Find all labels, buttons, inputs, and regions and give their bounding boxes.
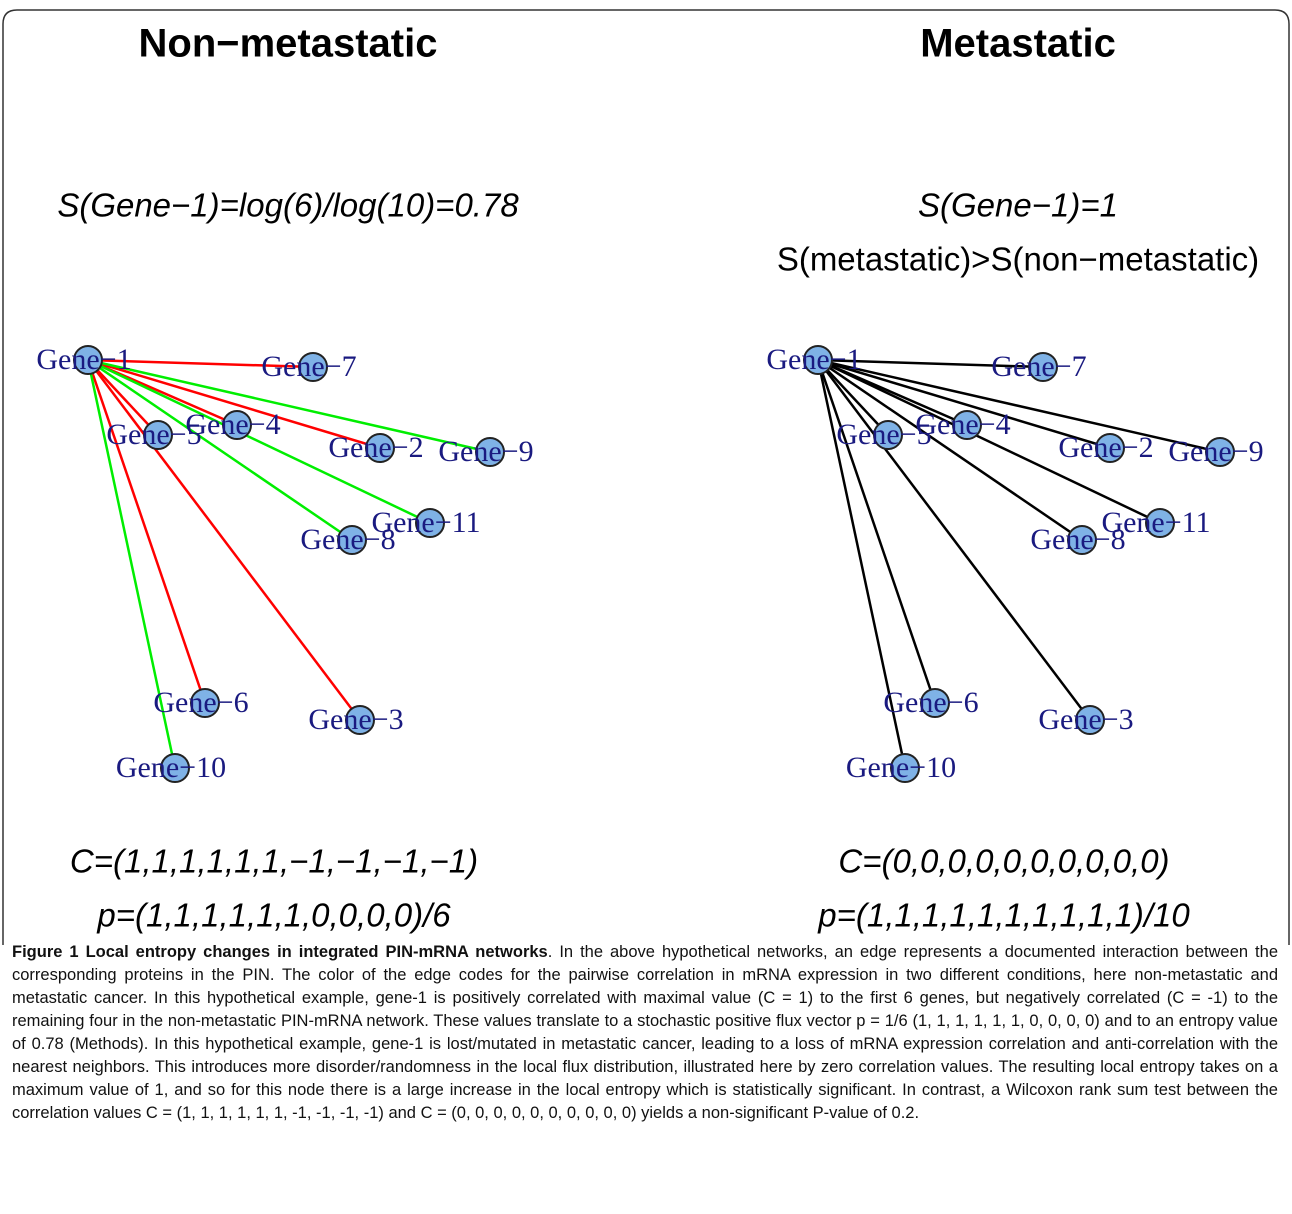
- caption: Figure 1 Local entropy changes in integr…: [12, 941, 1278, 1125]
- edge: [87, 358, 381, 450]
- p-vector: p=(1,1,1,1,1,1,0,0,0,0)/6: [96, 897, 451, 934]
- edge: [817, 358, 1044, 369]
- node-label: Gene−3: [308, 703, 403, 736]
- p-vector: p=(1,1,1,1,1,1,1,1,1,1)/10: [817, 897, 1190, 934]
- edge: [87, 359, 361, 721]
- node-label: Gene−2: [328, 431, 423, 464]
- node-label: Gene−9: [1168, 435, 1263, 468]
- edge: [87, 358, 353, 542]
- node: [803, 345, 833, 375]
- node: [1095, 433, 1125, 463]
- node-label: Gene−11: [1101, 506, 1210, 539]
- c-vector: C=(0,0,0,0,0,0,0,0,0,0): [838, 843, 1169, 880]
- entropy-formula: S(Gene−1)=1: [918, 187, 1118, 224]
- edge: [86, 359, 177, 769]
- edge: [817, 358, 1161, 525]
- node-label: Gene−1: [766, 343, 861, 376]
- node: [73, 345, 103, 375]
- node-label: Gene−8: [300, 523, 395, 556]
- node: [1028, 352, 1058, 382]
- edge: [817, 359, 889, 436]
- caption-text: . In the above hypothetical networks, an…: [12, 943, 1278, 1122]
- node-label: Gene−5: [836, 418, 931, 451]
- node: [1075, 705, 1105, 735]
- edge: [87, 359, 159, 436]
- edge: [87, 358, 491, 454]
- edge: [817, 358, 1221, 454]
- node: [222, 410, 252, 440]
- node-label: Gene−9: [438, 435, 533, 468]
- node: [298, 352, 328, 382]
- node-label: Gene−6: [153, 686, 248, 719]
- edge: [817, 358, 1083, 542]
- node: [920, 688, 950, 718]
- figure-frame: [2, 9, 1290, 945]
- edge: [87, 358, 314, 369]
- node: [873, 420, 903, 450]
- node: [1145, 508, 1175, 538]
- node-label: Gene−3: [1038, 703, 1133, 736]
- node-label: Gene−1: [36, 343, 131, 376]
- node: [365, 433, 395, 463]
- networks: Gene−1Gene−2Gene−3Gene−4Gene−5Gene−6Gene…: [36, 343, 1263, 784]
- node-label: Gene−2: [1058, 431, 1153, 464]
- node: [143, 420, 173, 450]
- node: [1067, 525, 1097, 555]
- edge: [816, 359, 907, 769]
- panel-title: Metastatic: [920, 22, 1116, 66]
- c-vector: C=(1,1,1,1,1,1,−1,−1,−1,−1): [70, 843, 478, 880]
- edge: [87, 358, 431, 525]
- panel-title: Non−metastatic: [139, 22, 438, 66]
- node: [337, 525, 367, 555]
- node: [190, 688, 220, 718]
- node-label: Gene−7: [261, 350, 356, 383]
- node-label: Gene−8: [1030, 523, 1125, 556]
- node-label: Gene−11: [371, 506, 480, 539]
- edge: [817, 358, 1111, 450]
- node-label: Gene−4: [915, 408, 1010, 441]
- entropy-comparison: S(metastatic)>S(non−metastatic): [777, 241, 1259, 278]
- node-label: Gene−6: [883, 686, 978, 719]
- node: [952, 410, 982, 440]
- edge: [816, 359, 937, 704]
- node: [415, 508, 445, 538]
- node-label: Gene−7: [991, 350, 1086, 383]
- figure: Non−metastatic Metastatic S(Gene−1)=log(…: [2, 9, 1290, 945]
- node-label: Gene−4: [185, 408, 280, 441]
- caption-label: Figure 1 Local entropy changes in integr…: [12, 943, 548, 961]
- edge: [86, 359, 207, 704]
- node: [475, 437, 505, 467]
- edge: [817, 359, 1091, 721]
- node: [1205, 437, 1235, 467]
- node-label: Gene−10: [116, 751, 226, 784]
- node-label: Gene−5: [106, 418, 201, 451]
- node: [890, 753, 920, 783]
- node: [160, 753, 190, 783]
- node: [345, 705, 375, 735]
- node-label: Gene−10: [846, 751, 956, 784]
- entropy-formula: S(Gene−1)=log(6)/log(10)=0.78: [57, 187, 519, 224]
